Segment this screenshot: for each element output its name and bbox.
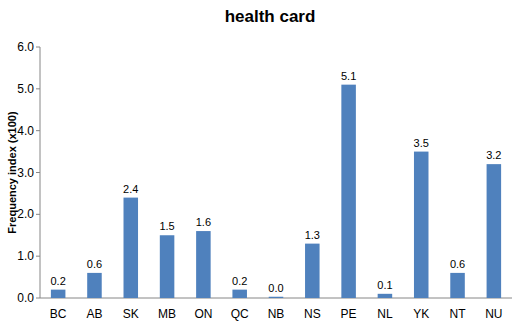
data-label: 0.6: [450, 258, 465, 270]
y-tick: [36, 256, 40, 257]
title: health card: [225, 7, 316, 26]
x-tick-label: NB: [268, 307, 285, 321]
x-tick-label: MB: [158, 307, 176, 321]
data-label: 3.2: [486, 149, 501, 161]
x-tick-label: NU: [485, 307, 502, 321]
y-tick: [36, 130, 40, 131]
y-tick-label: 2.0: [17, 207, 34, 221]
data-label: 1.3: [305, 229, 320, 241]
chart-svg: health card Frequency index (x100) 0.0 1.0 2…: [0, 0, 520, 332]
y-tick: [36, 88, 40, 89]
x-tick-label: NL: [377, 307, 393, 321]
data-label: 0.2: [51, 275, 66, 287]
x-tick-label: BC: [50, 307, 67, 321]
bar: [232, 290, 247, 298]
y-tick: [36, 47, 40, 48]
x-tick-label: NS: [304, 307, 321, 321]
y-tick-label: 1.0: [17, 249, 34, 263]
y-axis: [40, 47, 41, 298]
x-tick-label: AB: [86, 307, 102, 321]
bar: [51, 290, 66, 298]
bar: [124, 198, 139, 298]
bar: [414, 152, 429, 298]
x-tick-label: QC: [231, 307, 249, 321]
y-tick: [36, 298, 40, 299]
x-tick-label: YK: [413, 307, 429, 321]
bars: [51, 85, 501, 298]
bar: [450, 273, 465, 298]
y-tick-label: 0.0: [17, 291, 34, 305]
bar: [87, 273, 102, 298]
data-label: 1.5: [159, 220, 174, 232]
x-tick-label: ON: [194, 307, 212, 321]
bar: [341, 85, 356, 298]
data-label: 0.6: [87, 258, 102, 270]
data-label: 0.2: [232, 275, 247, 287]
bar: [378, 294, 393, 298]
bar: [160, 235, 175, 298]
bar: [487, 164, 502, 298]
y-tick-label: 3.0: [17, 166, 34, 180]
y-tick: [36, 172, 40, 173]
y-tick: [36, 214, 40, 215]
y-axis-label: Frequency index (x100): [6, 111, 18, 234]
data-label: 1.6: [196, 216, 211, 228]
data-label: 5.1: [341, 70, 356, 82]
data-label: 3.5: [414, 137, 429, 149]
background: [0, 0, 520, 332]
bar: [269, 297, 284, 298]
bar: [305, 244, 320, 298]
bar: [196, 231, 211, 298]
data-label: 0.1: [377, 279, 392, 291]
chart-container: health card Frequency index (x100) 0.0 1.0 2…: [0, 0, 520, 332]
y-tick-label: 4.0: [17, 124, 34, 138]
x-tick-label: PE: [341, 307, 357, 321]
x-axis: [40, 298, 512, 299]
x-tick-label: NT: [450, 307, 467, 321]
data-label: 2.4: [123, 183, 138, 195]
x-tick-label: SK: [123, 307, 139, 321]
y-tick-label: 5.0: [17, 82, 34, 96]
y-tick-label: 6.0: [17, 40, 34, 54]
data-label: 0.0: [268, 282, 283, 294]
